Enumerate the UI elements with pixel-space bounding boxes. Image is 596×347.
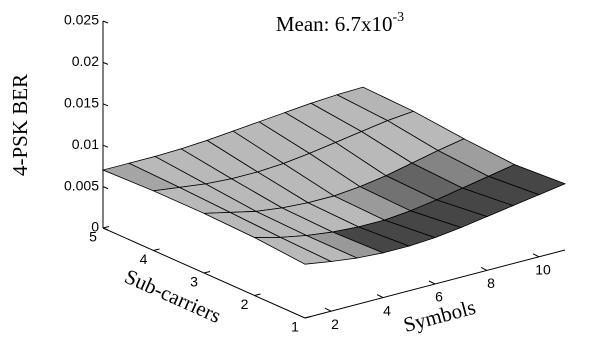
x-tick bbox=[324, 307, 332, 312]
y-tick bbox=[102, 226, 110, 229]
z-tick bbox=[102, 186, 109, 190]
x-tick bbox=[376, 294, 384, 299]
x-tick-label: 4 bbox=[383, 302, 391, 318]
chart-title: Mean: 6.7x10-3 bbox=[276, 10, 404, 36]
y-tick-label: 2 bbox=[241, 296, 249, 312]
x-tick bbox=[480, 266, 488, 271]
z-axis-label: 4-PSK BER bbox=[8, 74, 32, 176]
y-axis-label: Sub-carriers bbox=[121, 264, 225, 328]
x-tick-label: 2 bbox=[331, 316, 339, 332]
y-tick bbox=[153, 248, 160, 251]
y-tick-label: 5 bbox=[89, 229, 97, 245]
x-tick-label: 8 bbox=[487, 275, 495, 291]
y-tick-label: 4 bbox=[140, 251, 148, 267]
z-tick-label: 0.02 bbox=[72, 53, 99, 69]
x-tick-label: 6 bbox=[435, 289, 443, 305]
z-tick-label: 0.01 bbox=[72, 136, 99, 152]
x-tick-label: 10 bbox=[535, 262, 551, 278]
z-tick-label: 0.025 bbox=[64, 12, 99, 28]
y-tick-label: 3 bbox=[190, 274, 198, 290]
title-exponent: -3 bbox=[392, 10, 404, 25]
z-tick-label: 0 bbox=[91, 219, 99, 235]
z-tick-label: 0.015 bbox=[64, 95, 99, 111]
y-tick bbox=[203, 271, 211, 274]
z-tick-label: 0.005 bbox=[64, 177, 99, 193]
y-tick bbox=[254, 293, 261, 296]
y-tick bbox=[304, 316, 312, 319]
y-tick-label: 1 bbox=[291, 319, 299, 335]
x-tick bbox=[428, 280, 436, 285]
z-tick bbox=[102, 227, 109, 231]
z-tick bbox=[102, 144, 109, 148]
surface-patch bbox=[254, 236, 333, 265]
title-text: Mean: 6.7x10 bbox=[276, 12, 393, 36]
z-tick bbox=[102, 103, 109, 107]
z-tick bbox=[102, 61, 109, 65]
z-tick bbox=[102, 20, 109, 24]
x-tick bbox=[532, 253, 540, 258]
